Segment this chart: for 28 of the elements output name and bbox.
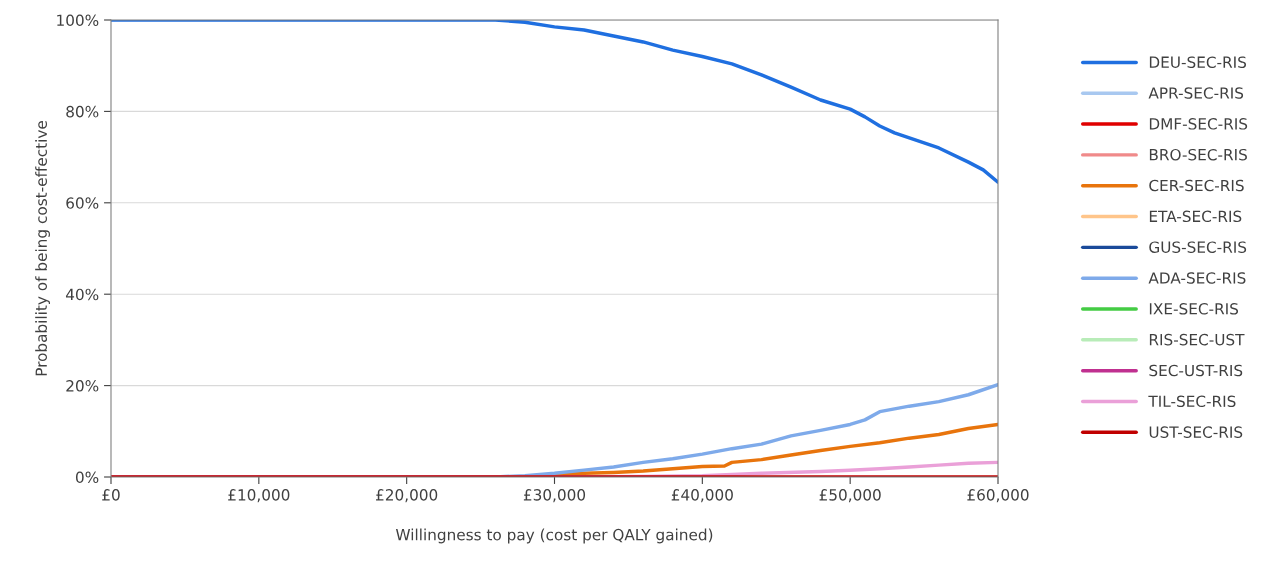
x-axis-title: Willingness to pay (cost per QALY gained) xyxy=(395,528,713,544)
legend-label: BRO-SEC-RIS xyxy=(1149,148,1247,161)
x-tick-label: £50,000 xyxy=(819,489,881,503)
x-tick-label: £10,000 xyxy=(228,489,290,503)
y-tick-label: 0% xyxy=(75,471,99,484)
legend-label: SEC-UST-RIS xyxy=(1149,364,1243,377)
legend-label: TIL-SEC-RIS xyxy=(1148,395,1236,408)
x-tick-label: £20,000 xyxy=(376,489,438,503)
legend-label: GUS-SEC-RIS xyxy=(1149,241,1247,253)
y-tick-label: 100% xyxy=(57,14,99,27)
y-axis-title: Probability of being cost-effective xyxy=(35,121,50,376)
legend-label: ETA-SEC-RIS xyxy=(1149,210,1242,223)
x-tick-label: £30,000 xyxy=(523,489,586,503)
legend-label: DEU-SEC-RIS xyxy=(1149,56,1247,68)
y-tick-label: 60% xyxy=(66,197,99,209)
y-tick-label: 20% xyxy=(66,380,99,392)
legend-label: APR-SEC-RIS xyxy=(1148,87,1244,99)
legend-label: IXE-SEC-RIS xyxy=(1149,303,1239,315)
legend-label: DMF-SEC-RIS xyxy=(1149,118,1248,130)
x-tick-label: £40,000 xyxy=(671,489,733,503)
y-tick-label: 80% xyxy=(66,105,99,118)
legend-label: UST-SEC-RIS xyxy=(1149,426,1243,438)
legend-label: CER-SEC-RIS xyxy=(1149,179,1244,192)
legend-label: ADA-SEC-RIS xyxy=(1148,272,1246,284)
legend-label: RIS-SEC-UST xyxy=(1149,333,1245,346)
y-tick-label: 40% xyxy=(65,288,99,301)
x-tick-label: £60,000 xyxy=(967,489,1029,503)
x-tick-label: £0 xyxy=(102,489,120,501)
